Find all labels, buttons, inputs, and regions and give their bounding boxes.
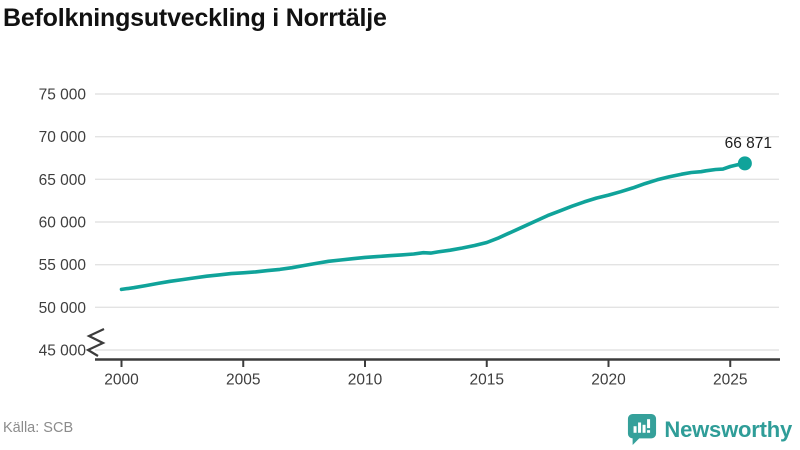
x-axis-tick-label: 2000	[104, 372, 139, 389]
end-point-marker	[737, 156, 752, 171]
x-axis-tick-label: 2025	[713, 372, 747, 389]
y-axis-tick-label: 75 000	[39, 87, 87, 104]
x-axis-tick-label: 2005	[226, 372, 260, 389]
y-axis-tick-label: 65 000	[39, 172, 87, 189]
y-axis-tick-label: 55 000	[39, 257, 87, 274]
newsworthy-bubble-chart-icon	[628, 414, 657, 445]
y-axis-tick-label: 70 000	[39, 129, 87, 146]
y-axis-tick-label: 60 000	[39, 215, 87, 232]
x-axis-tick-label: 2020	[591, 372, 626, 389]
page-title: Befolkningsutveckling i Norrtälje	[3, 4, 387, 32]
axis-break-icon	[85, 328, 106, 357]
population-line	[119, 161, 747, 292]
y-axis-tick-label: 50 000	[39, 300, 87, 317]
newsworthy-wordmark: Newsworthy	[664, 416, 792, 442]
end-value-label: 66 871	[725, 135, 772, 152]
source-note: Källa: SCB	[3, 420, 74, 436]
y-axis-tick-label: 45 000	[39, 343, 87, 360]
x-axis-tick-label: 2015	[470, 372, 504, 389]
x-axis-tick-label: 2010	[348, 372, 383, 389]
newsworthy-logo: Newsworthy	[627, 413, 792, 446]
